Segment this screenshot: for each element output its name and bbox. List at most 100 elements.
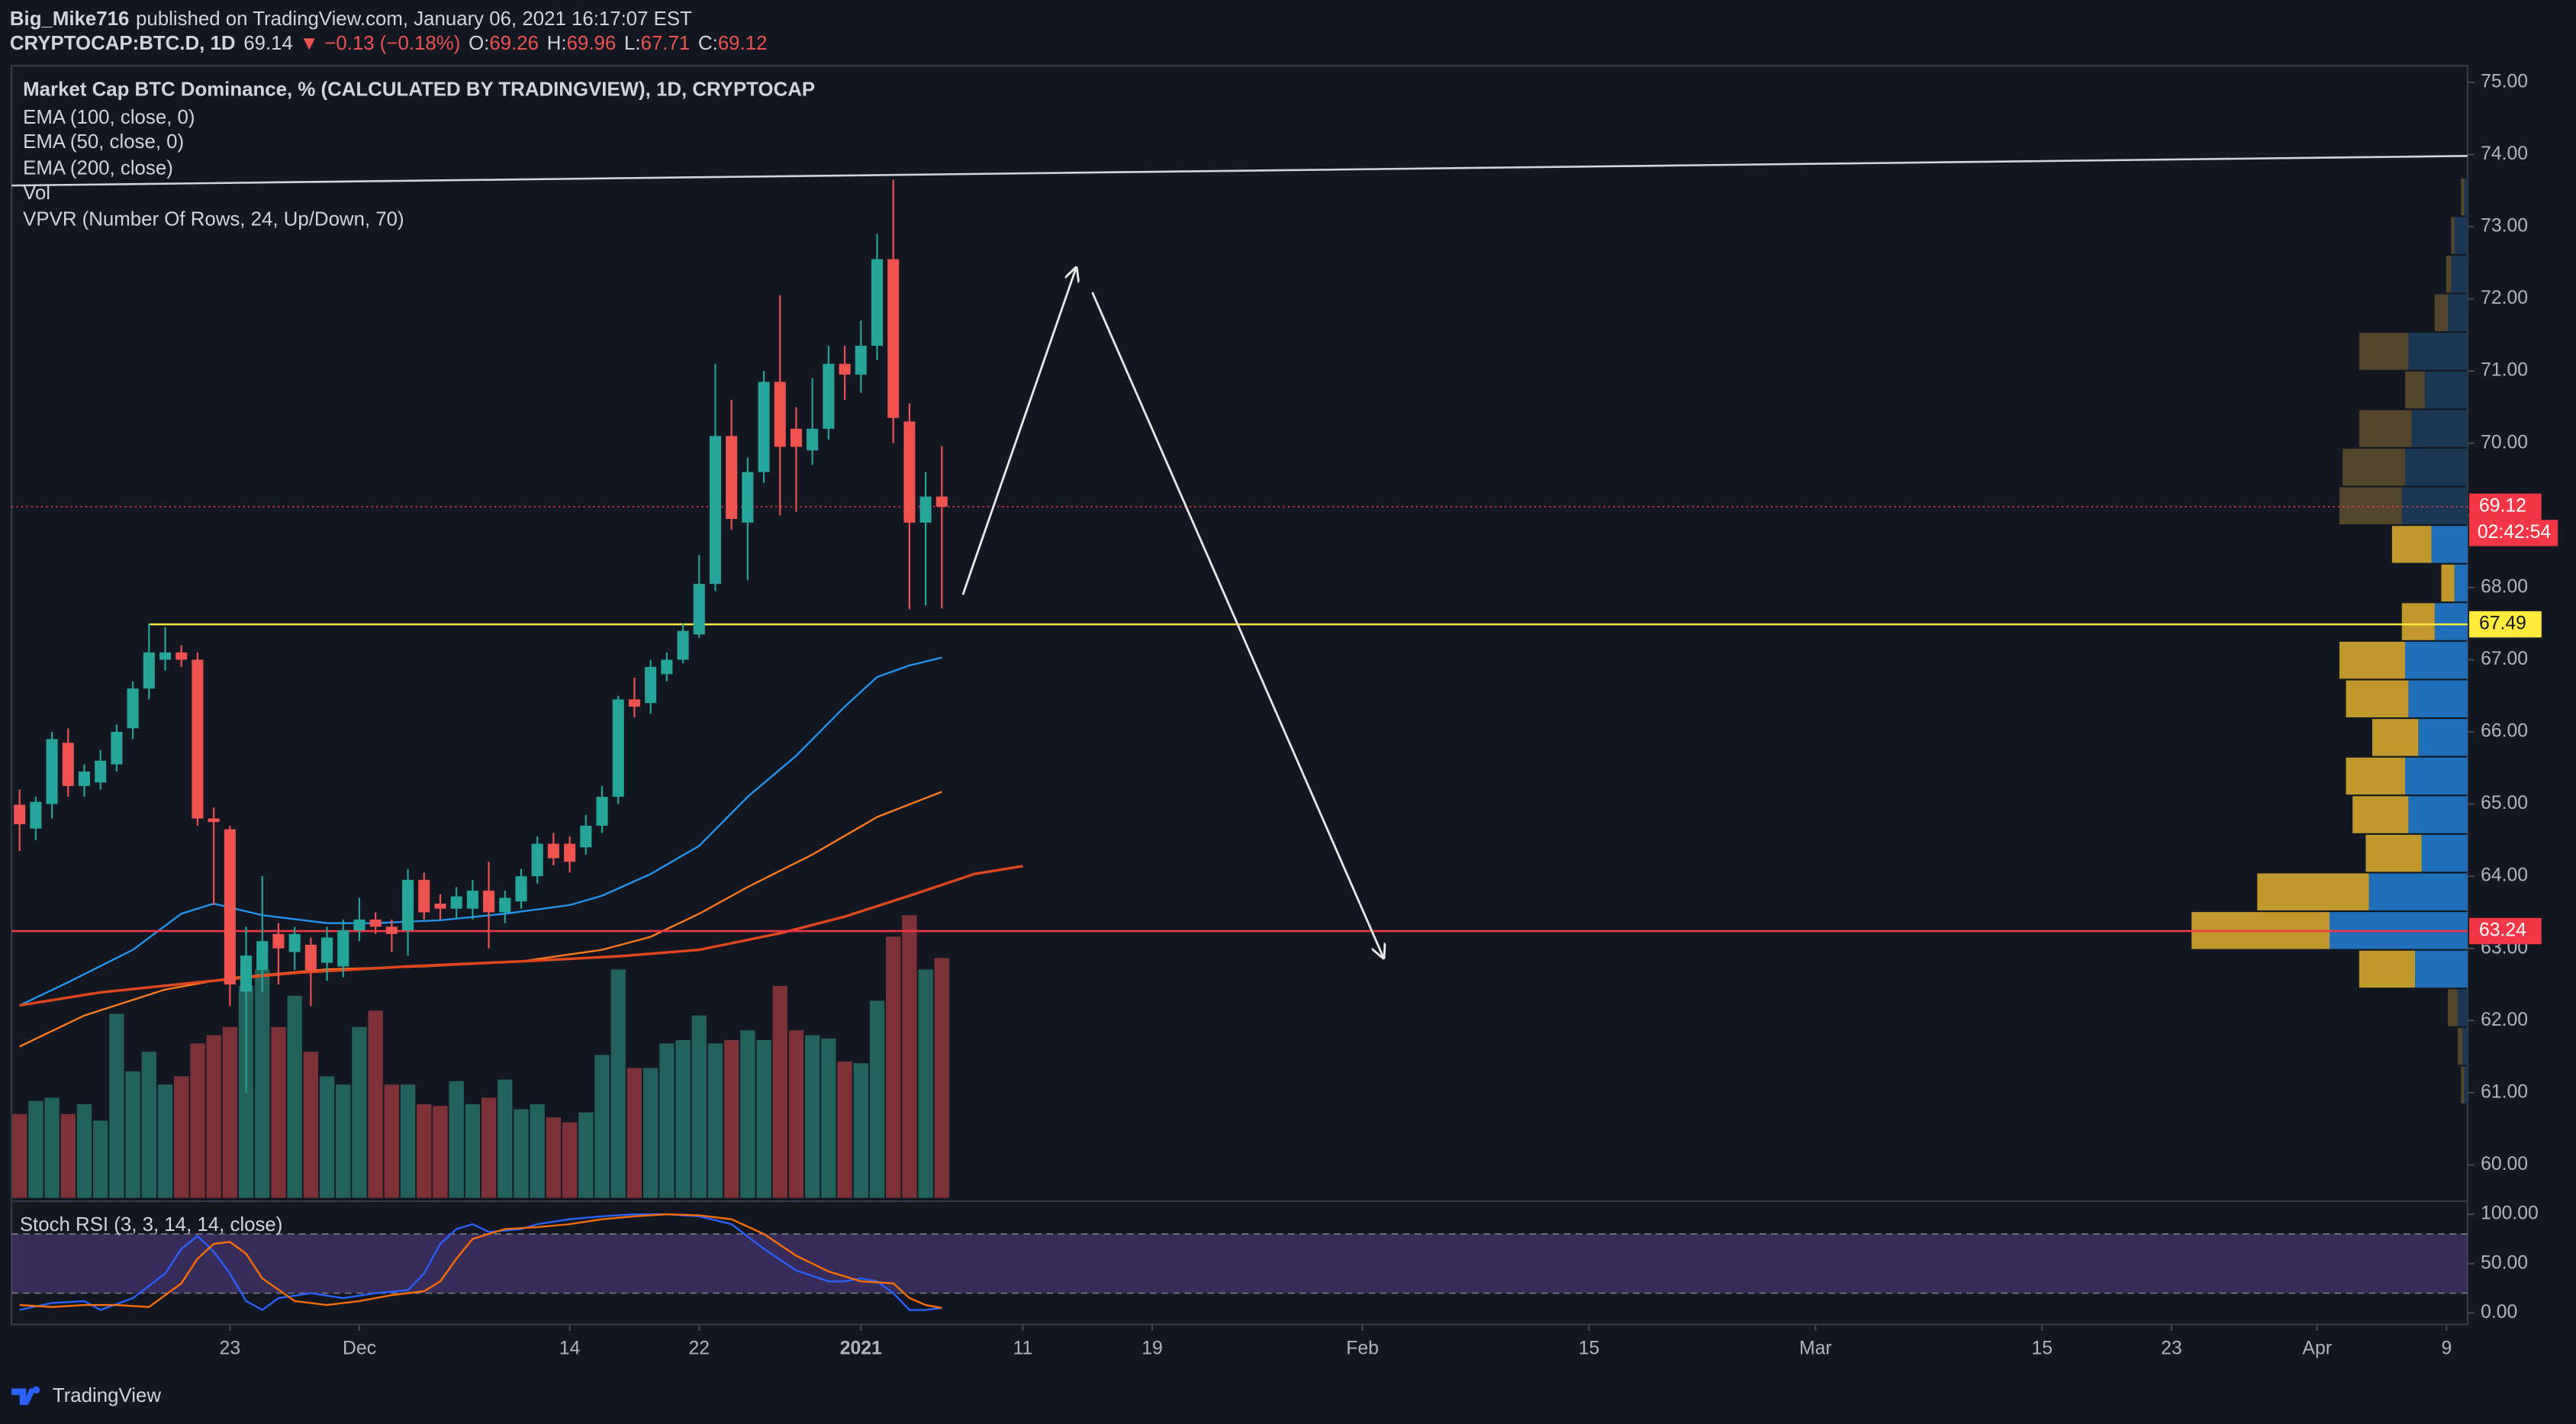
volume-bar <box>449 1081 464 1198</box>
vpvr-up <box>2408 796 2468 833</box>
x-tick-label: 23 <box>220 1338 241 1358</box>
volume-bar <box>125 1071 140 1198</box>
y-tick-label: 70.00 <box>2481 432 2528 453</box>
x-tick-label: 2021 <box>840 1338 882 1358</box>
volume-bar <box>707 1043 723 1198</box>
price-tag <box>2469 493 2542 520</box>
volume-bar <box>626 1068 642 1198</box>
volume-bar <box>222 1026 238 1198</box>
vpvr-down <box>2359 333 2409 370</box>
candle-body <box>645 666 657 704</box>
vpvr-up <box>2411 410 2468 447</box>
vpvr-down <box>2343 448 2406 486</box>
x-tick-label: Apr <box>2302 1338 2332 1358</box>
change: ▼ −0.13 (−0.18%) <box>300 33 461 54</box>
volume-bar <box>562 1122 578 1198</box>
volume-bar <box>594 1055 610 1198</box>
candle-body <box>111 732 123 765</box>
volume-bar <box>465 1103 481 1198</box>
candle-body <box>596 797 608 826</box>
vpvr-up <box>2405 757 2468 795</box>
pane-title: Stoch RSI (3, 3, 14, 14, close) <box>20 1214 283 1236</box>
arrow <box>1091 292 1384 958</box>
vpvr-down <box>2405 371 2425 409</box>
vpvr-up <box>2415 950 2468 988</box>
volume-bar <box>93 1120 108 1198</box>
candle-body <box>159 652 172 660</box>
candle-body <box>612 699 624 797</box>
y-tick-label: 71.00 <box>2481 360 2528 381</box>
volume-bar <box>659 1043 675 1198</box>
legend-entry: EMA (100, close, 0) <box>23 107 195 128</box>
symbol-line: CRYPTOCAP:BTC.D, 1D 69.14 ▼ −0.13 (−0.18%)… <box>10 33 768 54</box>
vpvr-down <box>2391 526 2432 563</box>
ema-line <box>19 791 942 1048</box>
x-tick-label: 11 <box>1013 1338 1032 1358</box>
y-tick-label: 74.00 <box>2481 143 2528 164</box>
candle-body <box>935 496 948 507</box>
trendline <box>11 155 2468 187</box>
axes: 60.0061.0062.0063.0064.0065.0066.0067.00… <box>220 71 2558 1358</box>
stoch-pane <box>11 1213 2468 1311</box>
vpvr-down <box>2339 487 2402 525</box>
y-tick-label: 67.00 <box>2481 649 2528 669</box>
candle-body <box>353 919 365 931</box>
vpvr-down <box>2451 217 2455 254</box>
volume-bar <box>530 1103 545 1198</box>
candle-body <box>304 945 317 971</box>
volume-bar <box>546 1117 562 1198</box>
volume-bar <box>174 1076 189 1198</box>
vpvr-down <box>2346 757 2406 795</box>
volume-bar <box>384 1084 400 1198</box>
candle-body <box>531 843 543 877</box>
y-tick-label: 0.00 <box>2481 1302 2517 1323</box>
ohlc-label: C: <box>698 33 718 54</box>
vpvr-down <box>2352 796 2409 833</box>
legend-entry: VPVR (Number Of Rows, 24, Up/Down, 70) <box>23 208 404 230</box>
y-tick-label: 68.00 <box>2481 576 2528 597</box>
volume-bar <box>853 1063 868 1198</box>
volume-bar <box>514 1109 529 1198</box>
candle-body <box>62 743 74 786</box>
volume-bar <box>76 1103 92 1198</box>
candle-body <box>742 472 754 523</box>
candle-body <box>919 496 932 523</box>
candle-body <box>887 259 900 418</box>
vpvr-up <box>2424 371 2468 409</box>
header-line: Big_Mike716 published on TradingView.com,… <box>10 8 692 30</box>
y-tick-label: 61.00 <box>2481 1081 2528 1102</box>
candle-body <box>208 818 220 823</box>
volume-bar <box>28 1100 43 1198</box>
ohlc-value: 69.96 <box>567 33 617 54</box>
price-tag-label: 63.24 <box>2479 920 2526 941</box>
volume-bar <box>675 1040 691 1198</box>
candle-body <box>628 699 640 707</box>
vpvr-up <box>2454 564 2468 602</box>
candle-body <box>466 891 478 909</box>
ohlc-value: 69.12 <box>718 33 768 54</box>
vpvr-up <box>2368 873 2468 910</box>
volume-bar <box>642 1068 658 1198</box>
volume-bar <box>788 1030 804 1198</box>
vpvr-up <box>2454 217 2468 254</box>
vpvr-down <box>2434 294 2449 332</box>
volume-bar <box>740 1030 755 1198</box>
volume-bar <box>319 1076 335 1198</box>
vpvr-up <box>2434 603 2468 640</box>
y-tick-label: 66.00 <box>2481 721 2528 742</box>
legend-entry: EMA (200, close) <box>23 158 173 179</box>
ema-line <box>19 656 942 1007</box>
volume-bar <box>918 969 933 1198</box>
candle-body <box>726 436 738 520</box>
brand: TradingView <box>53 1385 161 1406</box>
candle-body <box>78 772 91 786</box>
vpvr-down <box>2457 1027 2463 1065</box>
volume-bar <box>837 1061 852 1198</box>
vpvr-up <box>2431 526 2468 563</box>
x-tick-label: 15 <box>2031 1338 2053 1358</box>
vpvr-down <box>2461 1066 2465 1103</box>
ohlc-value: 69.26 <box>489 33 539 54</box>
volume-bar <box>821 1038 836 1198</box>
